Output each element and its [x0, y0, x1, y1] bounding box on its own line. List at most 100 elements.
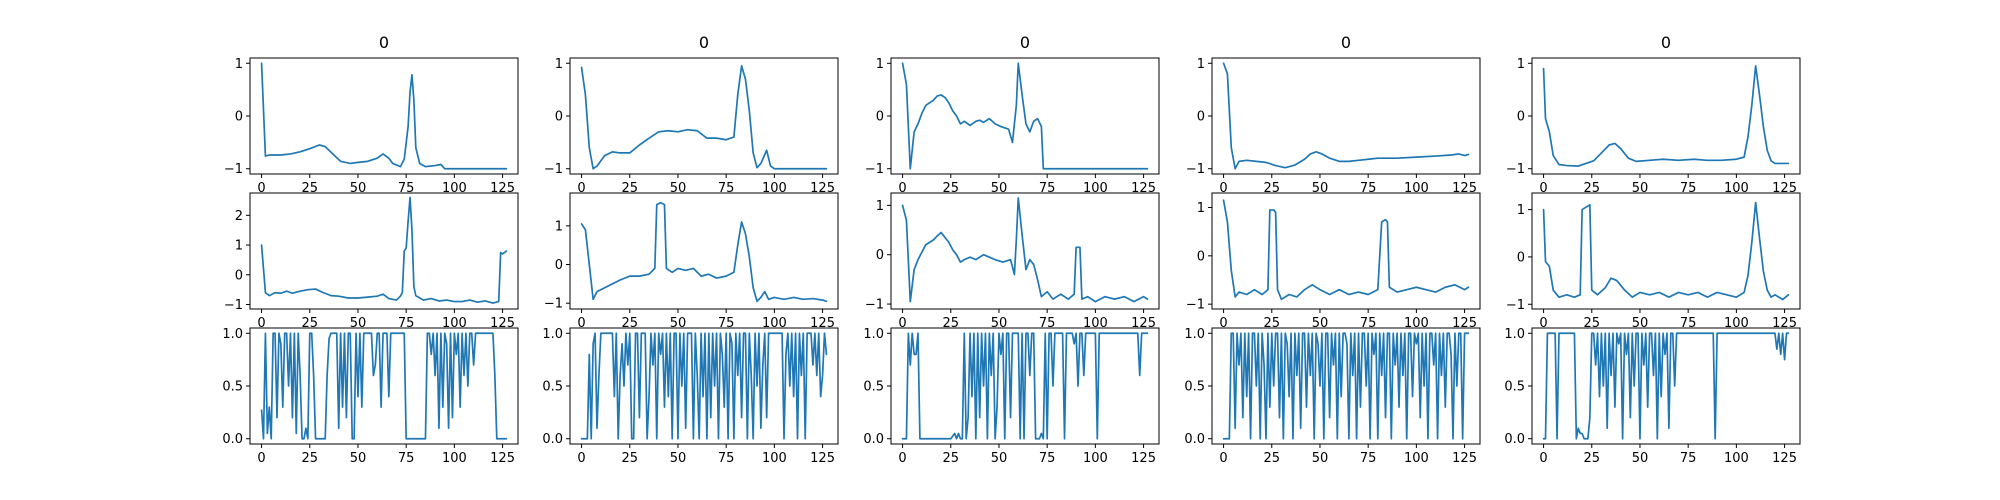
x-tick-label: 25 [1263, 451, 1280, 466]
x-tick-label: 0 [1219, 451, 1227, 466]
x-tick-label: 50 [1632, 451, 1649, 466]
y-tick-label: 1 [235, 239, 243, 254]
x-tick-label: 100 [442, 181, 467, 196]
x-tick-label: 0 [898, 316, 906, 331]
x-tick-label: 125 [810, 451, 835, 466]
subplot-title: 0 [699, 33, 709, 52]
x-tick-label: 25 [621, 316, 638, 331]
x-tick-label: 50 [1632, 181, 1649, 196]
x-tick-label: 75 [1680, 316, 1697, 331]
x-tick-label: 75 [398, 316, 415, 331]
y-tick-label: 1 [1517, 57, 1525, 72]
x-tick-label: 0 [1539, 181, 1547, 196]
axes-frame [1531, 192, 1801, 310]
y-tick-label: −1 [544, 162, 563, 177]
y-tick-label: 1 [1517, 203, 1525, 218]
subplot-r2-c4: 0 25 50 75 100 125 0.0 0.5 1.0 [1504, 327, 1801, 466]
subplot-r2-c0: 0 25 50 75 100 125 0.0 0.5 1.0 [222, 327, 519, 466]
x-tick-label: 25 [301, 316, 318, 331]
series-line [1222, 332, 1470, 440]
y-tick-label: −1 [865, 162, 884, 177]
x-tick-label: 125 [490, 451, 515, 466]
x-tick-label: 125 [490, 316, 515, 331]
subplot-r2-c1: 0 25 50 75 100 125 0.0 0.5 1.0 [542, 327, 839, 466]
x-tick-label: 0 [1539, 451, 1547, 466]
y-tick-label: 1.0 [863, 327, 884, 342]
series-line [1542, 201, 1790, 301]
x-tick-label: 50 [991, 181, 1008, 196]
y-tick-label: 0.0 [222, 432, 243, 447]
y-tick-label: 1.0 [542, 327, 563, 342]
x-tick-label: 125 [1131, 451, 1156, 466]
y-tick-label: −1 [544, 297, 563, 312]
subplot-r2-c3: 0 25 50 75 100 125 0.0 0.5 1.0 [1184, 327, 1481, 466]
x-tick-label: 50 [350, 451, 367, 466]
subplot-r0-c0: 0 25 50 75 100 125 −1 0 1 0 [224, 33, 519, 196]
x-tick-label: 75 [1680, 181, 1697, 196]
x-tick-label: 25 [942, 181, 959, 196]
x-tick-label: 25 [1583, 451, 1600, 466]
y-tick-label: 0 [235, 268, 243, 283]
subplot-r0-c4: 0 25 50 75 100 125 −1 0 1 0 [1506, 33, 1801, 196]
y-tick-label: 1.0 [1504, 327, 1525, 342]
series-line [1542, 332, 1790, 440]
x-tick-label: 100 [1724, 451, 1749, 466]
x-tick-label: 50 [991, 451, 1008, 466]
y-tick-label: 1 [555, 57, 563, 72]
x-tick-label: 25 [301, 451, 318, 466]
x-tick-label: 100 [1724, 181, 1749, 196]
axes-frame [1211, 192, 1481, 310]
x-tick-label: 25 [621, 181, 638, 196]
x-tick-label: 0 [577, 316, 585, 331]
x-tick-label: 125 [1772, 451, 1797, 466]
y-tick-label: −1 [1186, 298, 1205, 313]
y-tick-label: 0 [1517, 110, 1525, 125]
x-tick-label: 50 [1312, 451, 1329, 466]
x-tick-label: 0 [257, 181, 265, 196]
y-tick-label: 1.0 [1184, 327, 1205, 342]
x-tick-label: 50 [670, 181, 687, 196]
x-tick-label: 0 [898, 451, 906, 466]
y-tick-label: 0.5 [542, 380, 563, 395]
x-tick-label: 125 [1452, 181, 1477, 196]
y-tick-label: 0 [876, 110, 884, 125]
x-tick-label: 100 [1404, 451, 1429, 466]
x-tick-label: 125 [490, 181, 515, 196]
x-tick-label: 100 [1724, 316, 1749, 331]
y-tick-label: 0 [876, 248, 884, 263]
x-tick-label: 125 [1131, 316, 1156, 331]
x-tick-label: 0 [577, 451, 585, 466]
subplot-r0-c2: 0 25 50 75 100 125 −1 0 1 0 [865, 33, 1160, 196]
y-tick-label: 0.0 [542, 432, 563, 447]
x-tick-label: 75 [398, 181, 415, 196]
x-tick-label: 0 [1539, 316, 1547, 331]
y-tick-label: 2 [235, 209, 243, 224]
x-tick-label: 75 [718, 316, 735, 331]
x-tick-label: 125 [1131, 181, 1156, 196]
x-tick-label: 75 [1360, 451, 1377, 466]
subplot-r1-c4: 0 25 50 75 100 125 −1 0 1 [1506, 192, 1801, 331]
x-tick-label: 0 [898, 181, 906, 196]
series-line [260, 332, 508, 440]
subplot-title: 0 [1020, 33, 1030, 52]
y-tick-label: −1 [1506, 162, 1525, 177]
y-tick-label: 1 [555, 219, 563, 234]
series-line [901, 332, 1149, 440]
x-tick-label: 25 [1263, 316, 1280, 331]
x-tick-label: 75 [398, 451, 415, 466]
x-tick-label: 50 [1312, 316, 1329, 331]
x-tick-label: 125 [810, 316, 835, 331]
x-tick-label: 50 [350, 316, 367, 331]
subplot-title: 0 [1661, 33, 1671, 52]
y-tick-label: 0 [555, 258, 563, 273]
y-tick-label: 1 [1197, 201, 1205, 216]
axes-frame [249, 192, 519, 310]
x-tick-label: 50 [670, 451, 687, 466]
x-tick-label: 25 [942, 316, 959, 331]
y-tick-label: 0.5 [1504, 380, 1525, 395]
x-tick-label: 0 [257, 451, 265, 466]
series-line [580, 332, 828, 440]
x-tick-label: 25 [1263, 181, 1280, 196]
x-tick-label: 100 [1404, 316, 1429, 331]
